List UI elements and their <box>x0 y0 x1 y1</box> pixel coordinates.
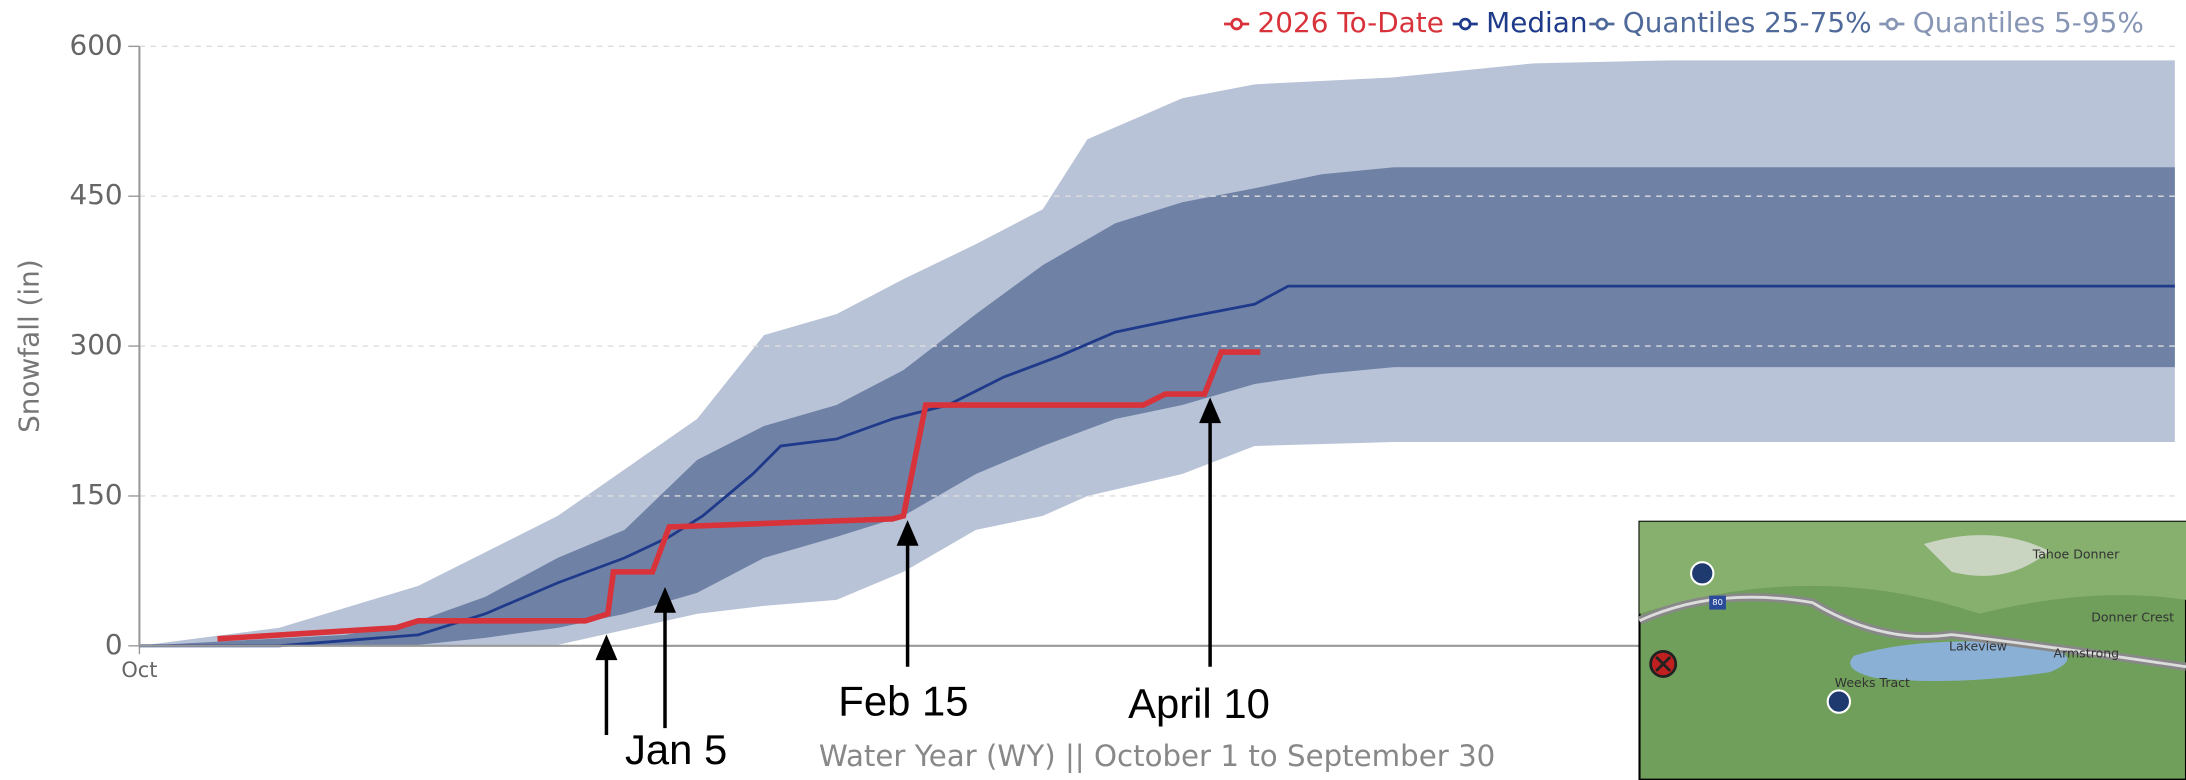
map-label: Tahoe Donner <box>2032 547 2120 562</box>
map-inset: 80 Tahoe Donner Donner Crest Lakeview Ar… <box>1637 520 2186 780</box>
legend-swatch <box>1230 17 1243 31</box>
lines <box>139 284 2175 648</box>
legend-swatch <box>1885 17 1899 31</box>
y-tick-label: 600 <box>69 28 122 61</box>
legend-label: Quantiles 25-75% <box>1623 6 1872 39</box>
legend-swatch <box>1458 17 1472 31</box>
map-label: Lakeview <box>1949 639 2007 654</box>
y-tick-label: 0 <box>105 628 123 661</box>
arrowhead <box>653 587 677 613</box>
y-axis-label: Snowfall (in) <box>13 259 46 433</box>
annotation: April 10 <box>1128 680 1270 727</box>
map-label: Donner Crest <box>2091 609 2174 624</box>
map-label: 80 <box>1712 597 1723 607</box>
map-shield <box>1709 595 1726 610</box>
x-axis-label: Water Year (WY) || October 1 to Septembe… <box>819 739 1495 774</box>
y-tick-label: 300 <box>69 328 122 361</box>
map-marker <box>1690 561 1715 586</box>
arrowhead <box>1199 397 1222 424</box>
legend-swatch <box>1595 17 1609 31</box>
x-tick-label: Oct <box>121 658 157 682</box>
annotation: Jan 5 <box>625 726 727 773</box>
map-label: Weeks Tract <box>1835 675 1910 690</box>
map-lake <box>1850 641 2068 682</box>
y-tick-label: 450 <box>69 178 122 211</box>
legend: 2026 To-Date Median Quantiles 25-75% Quanti… <box>1224 6 2144 39</box>
map-town <box>1923 535 2050 576</box>
y-tick-label: 150 <box>69 478 122 511</box>
map-marker <box>1826 689 1852 714</box>
map-marker-x <box>1655 655 1672 672</box>
arrowhead <box>595 634 618 661</box>
legend-label: Quantiles 5-95% <box>1913 6 2144 39</box>
arrowhead <box>896 520 919 546</box>
map-label: Armstrong <box>2054 646 2120 661</box>
series-line <box>139 284 2175 648</box>
legend-label: 2026 To-Date <box>1258 6 1444 39</box>
annotation: Feb 15 <box>838 677 968 724</box>
annotation-arrows <box>595 397 1222 736</box>
legend-label: Median <box>1486 6 1587 39</box>
map-terrain <box>1639 521 2186 614</box>
series-line <box>217 349 1261 642</box>
